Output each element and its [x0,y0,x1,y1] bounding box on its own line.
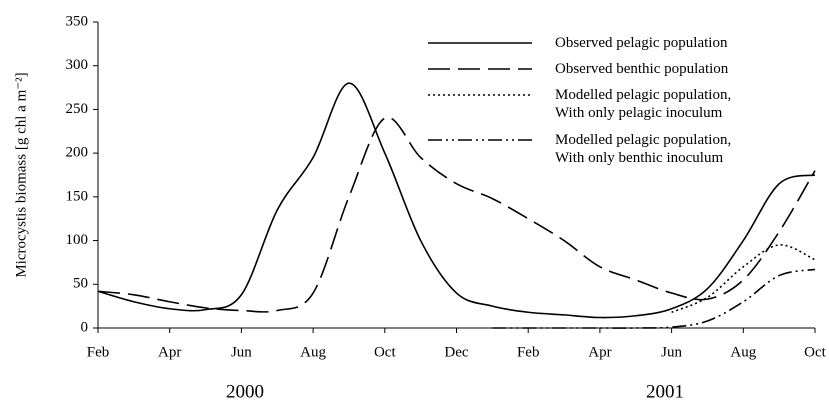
x-tick-label: Apr [588,344,611,360]
y-tick-label: 0 [81,319,89,335]
y-tick-label: 350 [66,13,89,29]
x-tick-label: Oct [374,344,396,360]
y-tick-label: 50 [73,276,88,292]
series-line [492,268,816,329]
legend-label: Modelled pelagic population, With only b… [555,132,732,166]
year-label: 2001 [646,381,684,402]
legend-label: Observed pelagic population [555,35,728,51]
year-label: 2000 [226,381,264,402]
y-tick-label: 100 [66,232,89,248]
x-tick-label: Jun [231,344,252,360]
y-tick-label: 300 [66,57,89,73]
y-tick-label: 250 [66,101,89,117]
x-tick-label: Feb [87,344,110,360]
x-tick-label: Oct [804,344,826,360]
legend-label: Observed benthic population [555,61,729,77]
legend-label: Modelled pelagic population, With only p… [555,87,732,121]
x-tick-label: Aug [730,344,756,360]
y-axis-label: Microcystis biomass [g chl a m⁻²] [13,72,29,277]
y-tick-label: 150 [66,188,89,204]
series-line [97,82,816,319]
x-tick-label: Jun [661,344,682,360]
x-tick-label: Apr [158,344,181,360]
series-line [671,244,816,314]
series-line [97,116,816,313]
x-tick-label: Dec [444,344,468,360]
x-tick-label: Feb [517,344,540,360]
y-tick-label: 200 [66,145,89,161]
x-tick-label: Aug [300,344,326,360]
